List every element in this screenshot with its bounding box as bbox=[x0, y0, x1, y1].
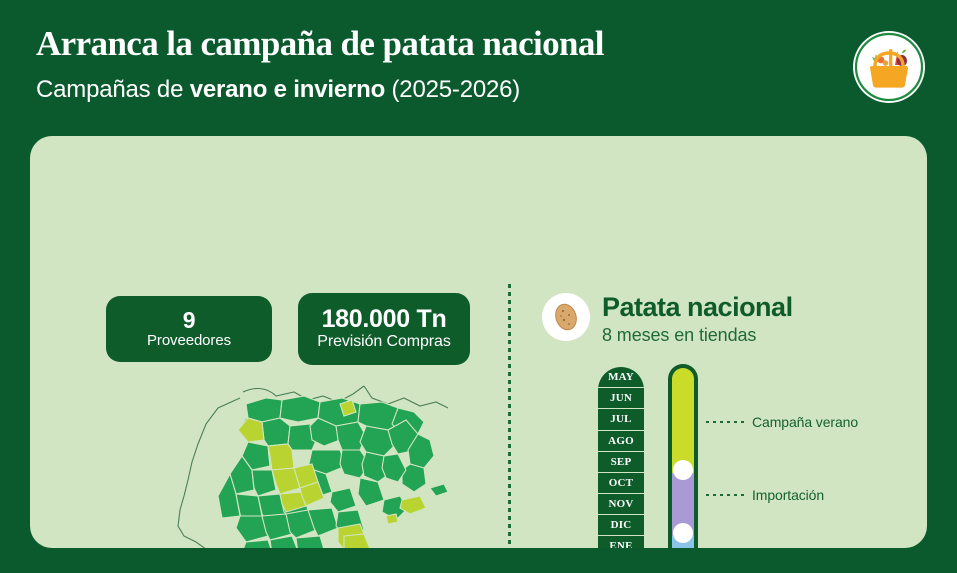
month-item: OCT bbox=[598, 473, 644, 495]
month-item: MAY bbox=[598, 367, 644, 389]
timeline-node-2 bbox=[673, 523, 693, 543]
subtitle-bold: verano e invierno bbox=[189, 76, 386, 103]
month-item: NOV bbox=[598, 494, 644, 516]
month-item: JUN bbox=[598, 388, 644, 410]
timeline-label-verano: Campaña verano bbox=[706, 414, 858, 430]
spain-map bbox=[148, 384, 458, 548]
month-item: DIC bbox=[598, 515, 644, 537]
timeline-bar bbox=[668, 364, 698, 548]
potato-icon bbox=[542, 293, 590, 341]
stat-value: 180.000 Tn bbox=[321, 304, 447, 333]
month-item: AGO bbox=[598, 431, 644, 452]
stat-label: Previsión Compras bbox=[317, 333, 451, 351]
timeline-segment-importacion-1 bbox=[672, 473, 694, 536]
main-panel: 9 Proveedores 180.000 Tn Previsión Compr… bbox=[30, 136, 927, 548]
section-subtitle: 8 meses en tiendas bbox=[602, 325, 757, 345]
month-item: SEP bbox=[598, 452, 644, 473]
subtitle-pre: Campañas de bbox=[36, 76, 190, 103]
timeline-label-importacion-1: Importación bbox=[706, 487, 824, 503]
timeline-label-text: Importación bbox=[752, 487, 825, 503]
page-title: Arranca la campaña de patata nacional bbox=[36, 24, 605, 63]
subtitle-post: (2025-2026) bbox=[385, 76, 521, 103]
section-title: Patata nacional bbox=[602, 292, 793, 322]
month-list: MAY JUN JUL AGO SEP OCT NOV DIC ENE FEB … bbox=[598, 367, 644, 548]
timeline-node-1 bbox=[673, 460, 693, 480]
timeline-segment-verano bbox=[672, 368, 694, 473]
month-item: JUL bbox=[598, 409, 644, 431]
dotted-leader-icon bbox=[706, 421, 744, 423]
stat-card-prevision-compras: 180.000 Tn Previsión Compras bbox=[298, 293, 470, 365]
panel-divider bbox=[508, 284, 511, 548]
page-subtitle: Campañas de verano e invierno (2025-2026… bbox=[36, 76, 520, 104]
stat-card-proveedores: 9 Proveedores bbox=[106, 296, 272, 362]
stat-label: Proveedores bbox=[147, 331, 231, 349]
stat-value: 9 bbox=[182, 306, 196, 333]
month-item: ENE bbox=[598, 536, 644, 548]
dotted-leader-icon bbox=[706, 494, 744, 496]
timeline-label-text: Campaña verano bbox=[752, 414, 858, 430]
header: Arranca la campaña de patata nacional Ca… bbox=[0, 0, 957, 132]
shopping-basket-logo bbox=[851, 29, 927, 105]
